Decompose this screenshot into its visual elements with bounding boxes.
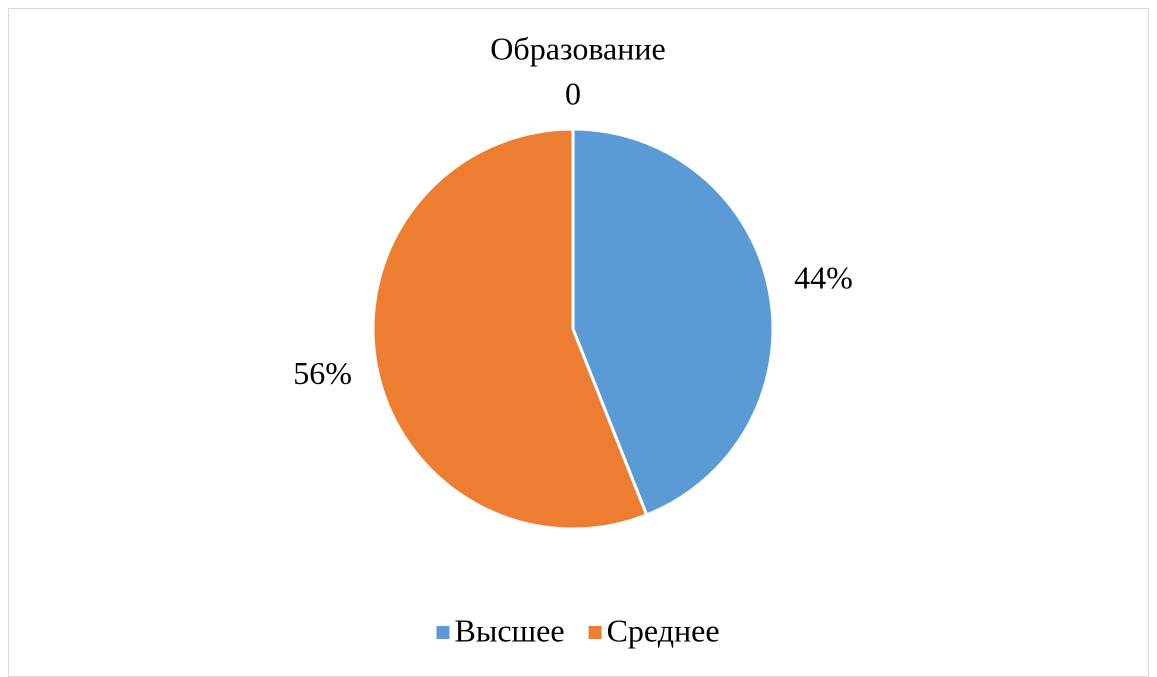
- chart-title: Образование: [490, 30, 665, 66]
- chart-subtitle: 0: [565, 75, 581, 111]
- data-label: 56%: [293, 355, 352, 391]
- legend-label: Среднее: [607, 612, 720, 648]
- legend-label: Высшее: [454, 612, 564, 648]
- pie-slice: [571, 127, 775, 517]
- pie: [371, 127, 775, 531]
- data-label: 44%: [794, 260, 853, 296]
- legend-swatch: [588, 626, 602, 639]
- legend-swatch: [436, 626, 450, 639]
- pie-slice: [371, 127, 649, 531]
- legend: Высшее Среднее: [436, 612, 720, 648]
